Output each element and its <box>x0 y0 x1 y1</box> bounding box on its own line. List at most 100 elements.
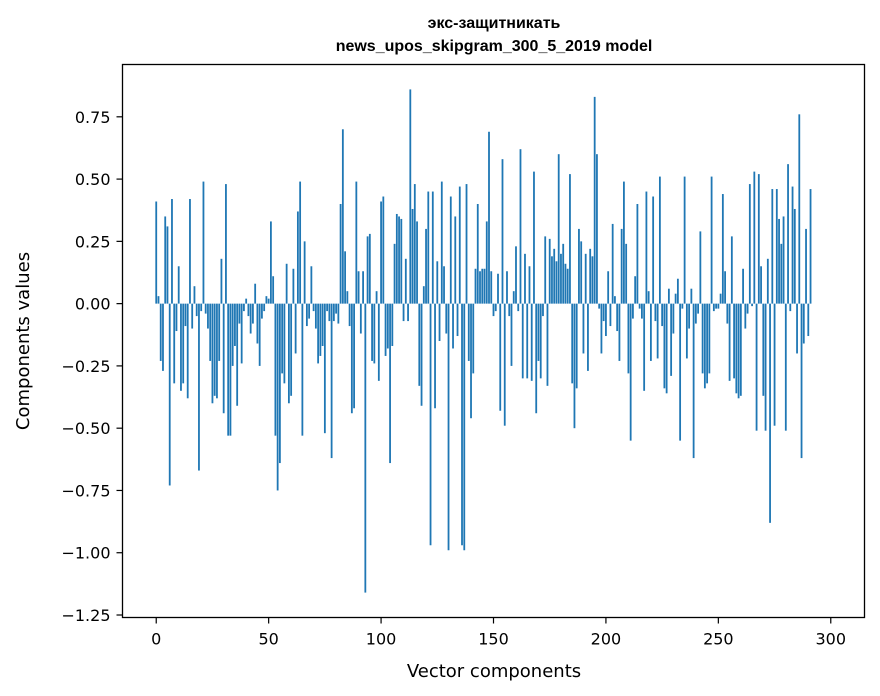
bar-284 <box>793 208 796 304</box>
bar-185 <box>571 303 574 384</box>
bar-169 <box>535 303 538 414</box>
bar-260 <box>739 303 742 396</box>
bar-164 <box>524 253 526 304</box>
bar-41 <box>247 303 250 317</box>
chart-title: экс-защитникать <box>428 15 561 32</box>
bar-188 <box>578 228 580 304</box>
bar-173 <box>544 236 547 304</box>
bar-96 <box>371 303 373 361</box>
bar-229 <box>670 303 673 376</box>
bar-89 <box>355 181 358 304</box>
bar-148 <box>488 131 490 304</box>
y-tick-label: 0.75 <box>75 108 111 127</box>
bar-8 <box>173 303 176 384</box>
bar-82 <box>339 204 342 304</box>
bar-290 <box>807 303 810 337</box>
bar-61 <box>292 268 295 304</box>
bar-69 <box>310 266 313 304</box>
bar-214 <box>636 204 639 304</box>
bar-271 <box>764 303 767 431</box>
bar-194 <box>591 256 594 304</box>
bar-115 <box>413 184 416 304</box>
bar-165 <box>526 303 529 379</box>
bar-264 <box>748 184 751 304</box>
bar-242 <box>699 231 702 304</box>
bar-154 <box>501 159 504 304</box>
bar-236 <box>685 303 688 359</box>
bar-181 <box>562 243 565 304</box>
bar-34 <box>231 303 234 366</box>
bar-144 <box>479 271 481 304</box>
x-tick-label: 300 <box>815 630 846 649</box>
bar-99 <box>377 303 380 381</box>
bar-65 <box>301 303 304 436</box>
bar-27 <box>216 303 218 399</box>
bar-102 <box>384 303 387 356</box>
bar-252 <box>721 194 724 304</box>
bar-201 <box>607 271 610 304</box>
bar-195 <box>593 96 596 304</box>
bar-286 <box>798 114 801 304</box>
bar-196 <box>596 154 598 304</box>
bar-112 <box>407 303 409 322</box>
bar-158 <box>510 303 513 366</box>
bar-137 <box>463 303 466 551</box>
bar-49 <box>265 296 268 304</box>
bar-30 <box>222 303 225 414</box>
bar-91 <box>359 303 362 334</box>
bar-111 <box>404 258 407 304</box>
bar-22 <box>204 303 207 314</box>
bar-230 <box>672 303 675 334</box>
bar-26 <box>213 303 216 396</box>
bar-145 <box>481 268 484 304</box>
bar-24 <box>209 303 212 361</box>
bar-244 <box>703 303 706 389</box>
bar-62 <box>294 303 297 354</box>
bar-55 <box>278 303 281 464</box>
bar-2 <box>159 303 162 361</box>
bar-149 <box>490 271 493 304</box>
bar-14 <box>186 303 189 399</box>
bar-52 <box>272 276 275 304</box>
bar-147 <box>485 221 488 304</box>
bar-216 <box>641 303 643 319</box>
bar-87 <box>350 303 353 414</box>
bar-7 <box>171 199 173 304</box>
bar-42 <box>249 303 252 334</box>
bar-138 <box>465 184 468 304</box>
bar-16 <box>191 303 194 329</box>
bar-209 <box>625 243 628 304</box>
bar-269 <box>760 266 762 304</box>
bar-255 <box>728 303 731 381</box>
bar-109 <box>400 218 403 304</box>
bar-139 <box>467 303 470 361</box>
bar-221 <box>652 196 655 304</box>
bar-120 <box>425 228 427 304</box>
bar-85 <box>346 291 349 304</box>
bar-12 <box>182 303 185 384</box>
y-tick-label: 0.50 <box>75 170 111 189</box>
bar-9 <box>175 303 178 332</box>
bar-238 <box>690 288 693 304</box>
bar-206 <box>618 303 621 361</box>
bar-225 <box>661 303 664 327</box>
bar-192 <box>587 303 589 371</box>
bar-141 <box>472 303 475 374</box>
bar-283 <box>791 186 794 304</box>
bar-218 <box>645 191 648 304</box>
bar-232 <box>676 278 679 304</box>
bar-217 <box>643 303 646 391</box>
bar-54 <box>276 303 279 491</box>
bar-250 <box>717 303 720 309</box>
bar-161 <box>517 303 520 312</box>
bar-162 <box>519 149 522 304</box>
bar-167 <box>530 303 533 381</box>
bar-191 <box>584 253 587 304</box>
bar-5 <box>166 226 169 304</box>
bar-43 <box>252 303 254 324</box>
bar-110 <box>402 303 405 322</box>
bar-0 <box>155 201 158 304</box>
bar-226 <box>663 303 666 389</box>
bar-287 <box>800 303 803 459</box>
bar-68 <box>308 303 311 319</box>
